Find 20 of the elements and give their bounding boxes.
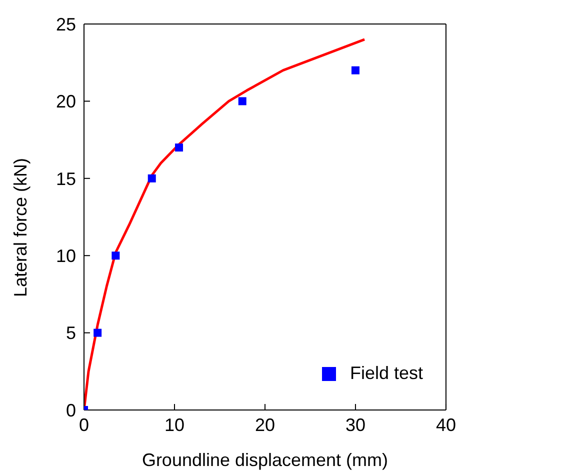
point [238, 97, 246, 106]
y-tick-label: 5 [66, 323, 76, 344]
legend-label: Field test [350, 363, 423, 383]
x-tick-label: 0 [78, 414, 90, 435]
y-tick-label: 0 [66, 400, 76, 420]
point [112, 252, 120, 260]
point [148, 174, 156, 182]
x-axis-title: Groundline displacement (mm) [142, 450, 388, 470]
point [351, 66, 360, 74]
x-tick-label: 30 [345, 414, 366, 435]
y-axis-title: Lateral force (kN) [10, 158, 30, 297]
x-tick-label: 10 [164, 414, 185, 435]
y-tick-label: 10 [56, 246, 76, 266]
y-tick-label: 15 [56, 168, 76, 189]
point [94, 328, 102, 337]
y-tick-label: 20 [56, 92, 76, 112]
point [175, 144, 184, 152]
y-tick-label: 25 [56, 14, 76, 34]
x-tick-label: 20 [254, 414, 275, 435]
x-tick-label: 40 [436, 414, 456, 435]
